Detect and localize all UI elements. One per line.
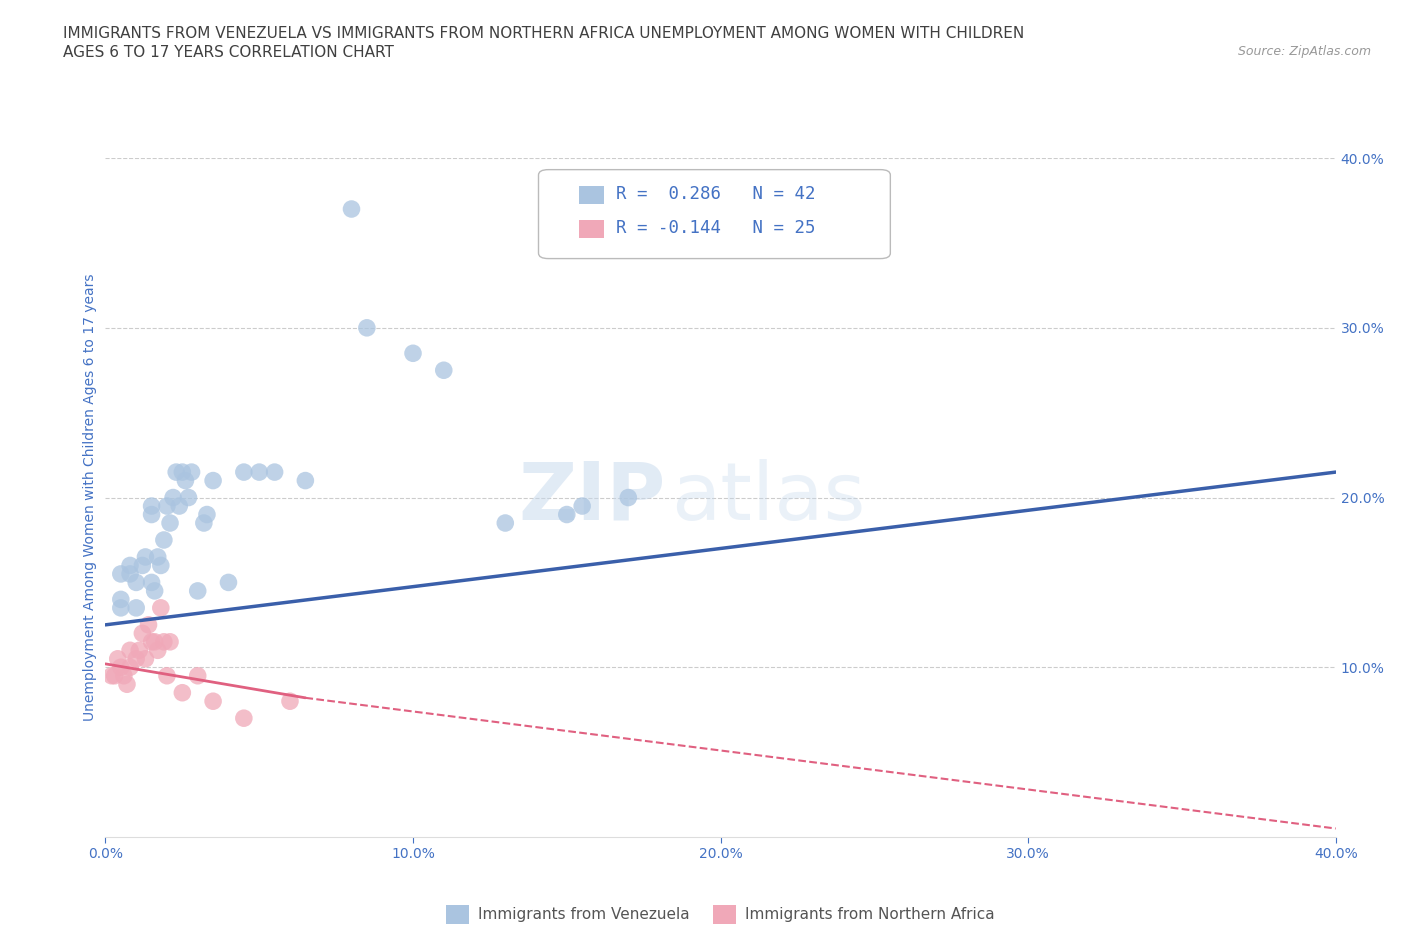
Point	[159, 515, 181, 530]
Point	[120, 643, 141, 658]
Point	[141, 575, 163, 590]
Point	[169, 498, 191, 513]
Point	[218, 575, 240, 590]
Point	[138, 618, 160, 632]
Point	[110, 566, 132, 581]
Text: ZIP: ZIP	[517, 458, 665, 537]
Point	[156, 669, 179, 684]
Point	[278, 694, 301, 709]
Point	[555, 507, 578, 522]
FancyBboxPatch shape	[538, 169, 890, 259]
Text: Source: ZipAtlas.com: Source: ZipAtlas.com	[1237, 45, 1371, 58]
Point	[187, 583, 209, 598]
Point	[134, 550, 156, 565]
Point	[110, 660, 132, 675]
Point	[202, 473, 225, 488]
Point	[174, 473, 197, 488]
Text: IMMIGRANTS FROM VENEZUELA VS IMMIGRANTS FROM NORTHERN AFRICA UNEMPLOYMENT AMONG : IMMIGRANTS FROM VENEZUELA VS IMMIGRANTS …	[63, 26, 1025, 41]
Point	[195, 507, 218, 522]
Point	[494, 515, 516, 530]
Text: AGES 6 TO 17 YEARS CORRELATION CHART: AGES 6 TO 17 YEARS CORRELATION CHART	[63, 45, 394, 60]
Point	[100, 669, 122, 684]
Point	[180, 465, 202, 480]
Point	[617, 490, 640, 505]
Point	[134, 651, 156, 666]
Point	[153, 634, 176, 649]
Point	[263, 465, 285, 480]
Point	[165, 465, 187, 480]
Point	[571, 498, 593, 513]
Point	[153, 533, 176, 548]
Point	[146, 550, 169, 565]
Point	[356, 320, 378, 336]
Point	[402, 346, 425, 361]
Point	[107, 651, 129, 666]
Point	[120, 558, 141, 573]
Point	[120, 566, 141, 581]
Point	[143, 583, 166, 598]
Y-axis label: Unemployment Among Women with Children Ages 6 to 17 years: Unemployment Among Women with Children A…	[83, 273, 97, 722]
Point	[340, 202, 363, 217]
Point	[120, 660, 141, 675]
Point	[149, 558, 172, 573]
Point	[202, 694, 225, 709]
Point	[232, 465, 254, 480]
Point	[433, 363, 456, 378]
Point	[110, 601, 132, 616]
Point	[143, 634, 166, 649]
Text: atlas: atlas	[672, 458, 866, 537]
Text: R =  0.286   N = 42: R = 0.286 N = 42	[616, 185, 815, 203]
Point	[177, 490, 200, 505]
Point	[141, 634, 163, 649]
Text: R = -0.144   N = 25: R = -0.144 N = 25	[616, 219, 815, 237]
Point	[247, 465, 270, 480]
Point	[172, 465, 194, 480]
Point	[131, 558, 153, 573]
Point	[141, 498, 163, 513]
FancyBboxPatch shape	[579, 219, 603, 237]
Point	[110, 592, 132, 607]
Point	[146, 643, 169, 658]
Point	[172, 685, 194, 700]
Point	[159, 634, 181, 649]
Point	[232, 711, 254, 725]
Point	[156, 498, 179, 513]
FancyBboxPatch shape	[579, 186, 603, 204]
Point	[125, 601, 148, 616]
Point	[187, 669, 209, 684]
Point	[294, 473, 316, 488]
Point	[141, 507, 163, 522]
Point	[115, 677, 138, 692]
Point	[149, 601, 172, 616]
Point	[162, 490, 184, 505]
Point	[125, 575, 148, 590]
Point	[112, 669, 135, 684]
Point	[131, 626, 153, 641]
Point	[104, 669, 127, 684]
Legend: Immigrants from Venezuela, Immigrants from Northern Africa: Immigrants from Venezuela, Immigrants fr…	[440, 899, 1001, 930]
Point	[193, 515, 215, 530]
Point	[128, 643, 150, 658]
Point	[125, 651, 148, 666]
